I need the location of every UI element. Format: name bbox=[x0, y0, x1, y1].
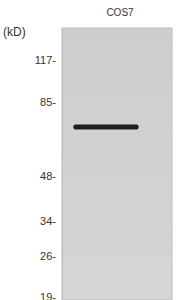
tick: 85- bbox=[40, 96, 62, 108]
protein-band bbox=[73, 125, 138, 130]
tick-label: 48- bbox=[40, 170, 56, 182]
plot-area bbox=[73, 125, 138, 130]
axis-line bbox=[62, 29, 63, 300]
tick: 19- bbox=[40, 291, 62, 300]
tick-label: 26- bbox=[40, 250, 56, 262]
unit-label: (kD) bbox=[3, 25, 26, 39]
tick-label: 34- bbox=[40, 215, 56, 227]
tick: 26- bbox=[40, 250, 62, 262]
tick: 48- bbox=[40, 170, 62, 182]
tick: 34- bbox=[40, 215, 62, 227]
lane-label: COS7 bbox=[106, 7, 134, 18]
tick-label: 117- bbox=[35, 54, 57, 66]
gel-background bbox=[62, 28, 172, 300]
tick: 117- bbox=[35, 54, 62, 66]
tick-label: 19- bbox=[40, 291, 56, 300]
blot-figure: 117- 85- 48- 34- 26- 19- (kD) COS7 bbox=[0, 0, 179, 300]
mw-axis: 117- 85- 48- 34- 26- 19- bbox=[35, 29, 63, 300]
tick-label: 85- bbox=[40, 96, 56, 108]
